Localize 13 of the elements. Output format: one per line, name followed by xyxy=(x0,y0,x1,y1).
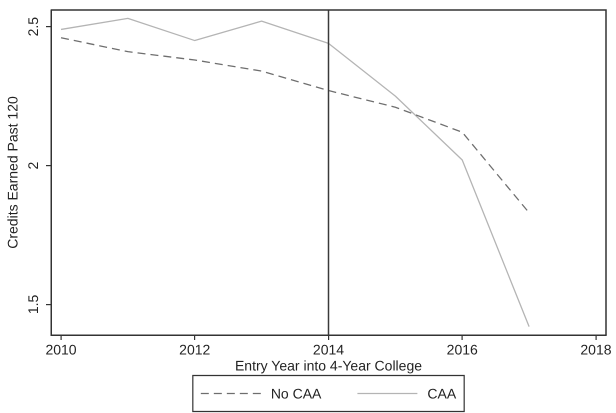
y-axis-title: Credits Earned Past 120 xyxy=(4,96,20,249)
x-tick-label: 2014 xyxy=(312,341,344,358)
line-series xyxy=(60,37,530,214)
x-tick-label: 2012 xyxy=(179,341,211,358)
x-tick-label: 2010 xyxy=(45,341,77,358)
x-tick-label: 2016 xyxy=(446,341,478,358)
x-axis-title: Entry Year into 4-Year College xyxy=(234,357,422,374)
y-tick-label: 1.5 xyxy=(24,294,41,314)
x-tick-label: 2018 xyxy=(580,341,612,358)
legend-label: No CAA xyxy=(270,385,322,402)
y-tick-label: 2.5 xyxy=(24,16,41,36)
legend-label: CAA xyxy=(427,385,457,402)
y-tick-label: 2 xyxy=(24,161,41,170)
